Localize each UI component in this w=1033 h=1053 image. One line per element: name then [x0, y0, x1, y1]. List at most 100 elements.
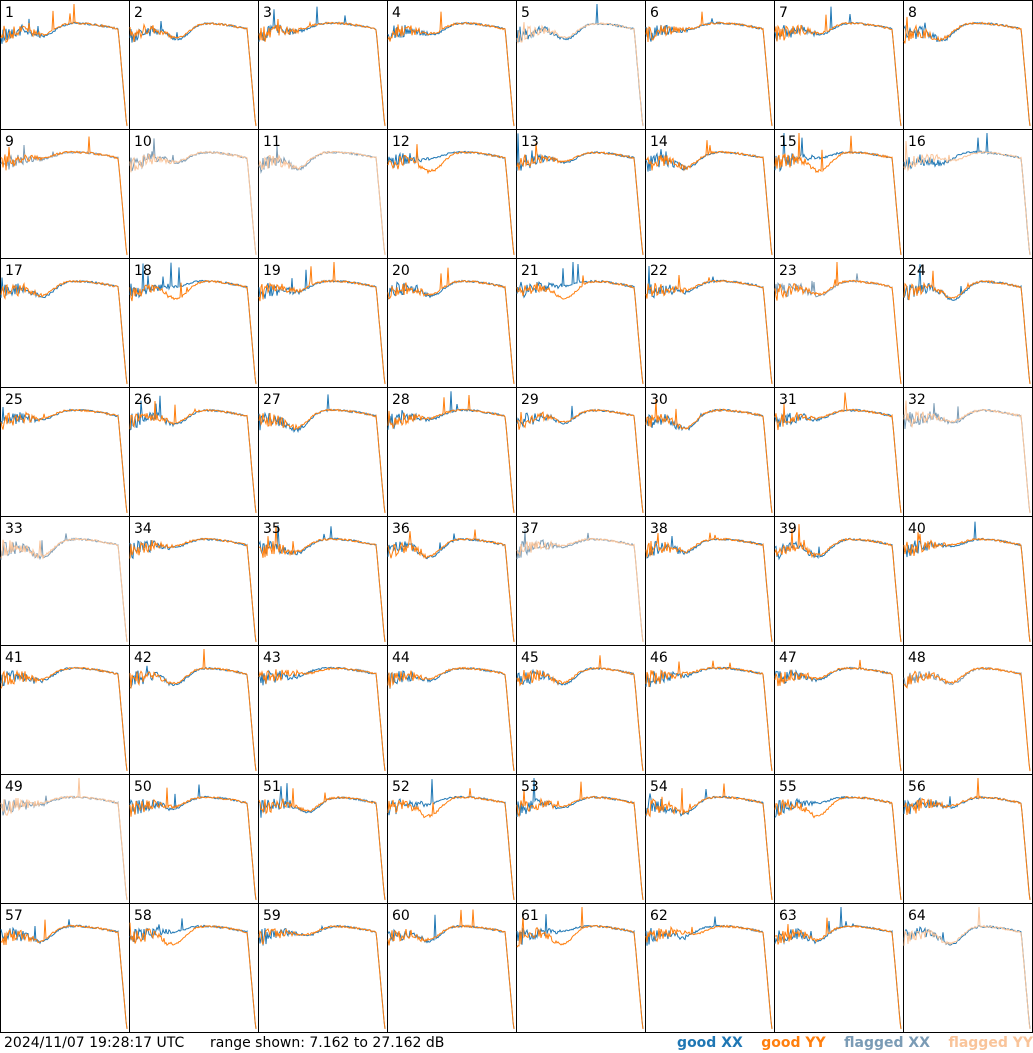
panel-58: 58 — [129, 903, 259, 1033]
panel-8: 8 — [903, 0, 1033, 130]
series-yy-5 — [516, 22, 644, 127]
series-xx-18 — [129, 262, 257, 385]
series-yy-9 — [0, 136, 128, 256]
series-yy-2 — [129, 22, 257, 127]
series-yy-13 — [516, 142, 644, 256]
panel-label: 29 — [521, 392, 539, 408]
panel-3: 3 — [258, 0, 388, 130]
series-yy-8 — [903, 16, 1031, 127]
panel-label: 56 — [908, 779, 926, 795]
panel-11: 11 — [258, 129, 388, 259]
panel-label: 31 — [779, 392, 797, 408]
panel-label: 9 — [5, 134, 14, 150]
panel-16: 16 — [903, 129, 1033, 259]
panel-28: 28 — [387, 387, 517, 517]
panel-label: 23 — [779, 263, 797, 279]
panel-label: 18 — [134, 263, 152, 279]
panel-label: 64 — [908, 908, 926, 924]
series-yy-12 — [387, 144, 515, 256]
panel-label: 13 — [521, 134, 539, 150]
panel-17: 17 — [0, 258, 130, 388]
series-yy-22 — [645, 274, 773, 385]
series-yy-41 — [0, 666, 128, 772]
panel-40: 40 — [903, 516, 1033, 646]
series-yy-58 — [129, 922, 257, 1030]
series-yy-6 — [645, 11, 773, 127]
panel-label: 21 — [521, 263, 539, 279]
range-text: range shown: 7.162 to 27.162 dB — [210, 1035, 445, 1051]
series-yy-4 — [387, 11, 515, 127]
panel-61: 61 — [516, 903, 646, 1033]
panel-frame — [645, 516, 775, 646]
panel-label: 8 — [908, 5, 917, 21]
panel-frame — [258, 903, 388, 1033]
panel-frame — [645, 387, 775, 517]
panel-frame — [903, 0, 1033, 130]
panel-label: 34 — [134, 521, 152, 537]
panel-63: 63 — [774, 903, 904, 1033]
panel-label: 14 — [650, 134, 668, 150]
panel-frame — [774, 516, 904, 646]
series-yy-48 — [903, 666, 1031, 772]
series-yy-50 — [129, 787, 257, 901]
panel-label: 11 — [263, 134, 281, 150]
panel-label: 46 — [650, 650, 668, 666]
panel-59: 59 — [258, 903, 388, 1033]
legend: good XX good YY flagged XX flagged YY — [663, 1033, 1033, 1053]
series-yy-7 — [774, 14, 902, 127]
series-yy-51 — [258, 788, 386, 901]
panel-frame — [129, 387, 259, 517]
panel-label: 53 — [521, 779, 539, 795]
series-xx-39 — [774, 537, 902, 643]
series-xx-14 — [645, 149, 773, 256]
panel-frame — [387, 258, 517, 388]
series-yy-43 — [258, 666, 386, 772]
panel-label: 55 — [779, 779, 797, 795]
series-yy-59 — [258, 924, 386, 1030]
series-yy-53 — [516, 781, 644, 901]
panel-label: 7 — [779, 5, 788, 21]
panel-label: 3 — [263, 5, 272, 21]
series-xx-51 — [258, 783, 386, 901]
series-yy-36 — [387, 529, 515, 643]
series-yy-24 — [903, 270, 1031, 385]
panel-label: 19 — [263, 263, 281, 279]
series-yy-10 — [129, 150, 257, 256]
panel-frame — [903, 387, 1033, 517]
panel-51: 51 — [258, 774, 388, 904]
panel-frame — [258, 645, 388, 775]
panel-24: 24 — [903, 258, 1033, 388]
series-yy-35 — [258, 525, 386, 643]
panel-label: 28 — [392, 392, 410, 408]
panel-frame — [516, 645, 646, 775]
panel-14: 14 — [645, 129, 775, 259]
panel-frame — [903, 129, 1033, 259]
legend-flagged-yy: flagged YY — [948, 1035, 1033, 1051]
series-yy-54 — [645, 783, 773, 901]
panel-frame — [0, 387, 130, 517]
panel-label: 2 — [134, 5, 143, 21]
panel-label: 42 — [134, 650, 152, 666]
panel-label: 24 — [908, 263, 926, 279]
panel-21: 21 — [516, 258, 646, 388]
panel-label: 6 — [650, 5, 659, 21]
panel-25: 25 — [0, 387, 130, 517]
panel-label: 17 — [5, 263, 23, 279]
series-yy-52 — [387, 788, 515, 901]
panel-frame — [387, 0, 517, 130]
series-yy-44 — [387, 666, 515, 772]
series-xx-25 — [0, 406, 128, 514]
panel-label: 60 — [392, 908, 410, 924]
panel-15: 15 — [774, 129, 904, 259]
panel-13: 13 — [516, 129, 646, 259]
timestamp: 2024/11/07 19:28:17 UTC — [4, 1035, 185, 1051]
panel-frame — [387, 903, 517, 1033]
panel-57: 57 — [0, 903, 130, 1033]
panel-label: 54 — [650, 779, 668, 795]
panel-frame — [774, 129, 904, 259]
series-yy-33 — [0, 537, 128, 643]
panel-27: 27 — [258, 387, 388, 517]
legend-good-xx: good XX — [677, 1035, 743, 1051]
series-xx-5 — [516, 3, 644, 127]
panel-frame — [258, 0, 388, 130]
